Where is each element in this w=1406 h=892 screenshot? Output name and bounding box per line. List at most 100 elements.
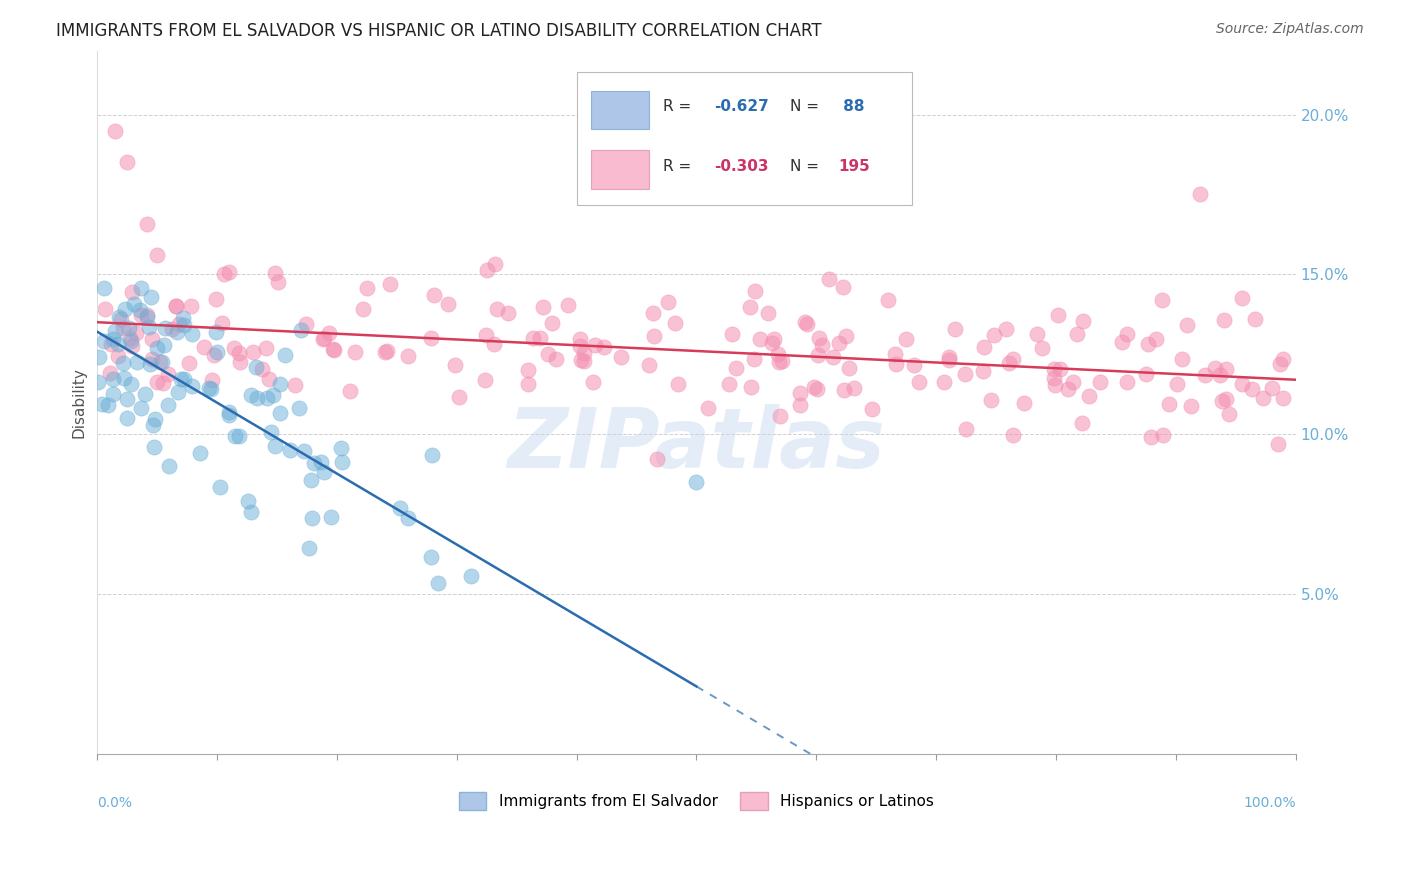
Point [766, 347, 789, 361]
Text: R =: R = [662, 159, 696, 174]
Point [1261, 381, 1284, 395]
Point [200, 382, 222, 396]
Point [484, 256, 506, 270]
Point [953, 367, 976, 381]
Point [198, 381, 221, 395]
Point [1218, 407, 1240, 421]
Point [474, 373, 496, 387]
Point [104, 123, 127, 137]
Point [224, 341, 246, 355]
Point [218, 405, 240, 419]
Point [796, 317, 818, 331]
Point [101, 387, 124, 401]
Point [229, 354, 252, 368]
Point [443, 358, 465, 372]
Point [1057, 382, 1080, 396]
Point [568, 332, 591, 346]
Point [121, 285, 143, 300]
Point [1188, 187, 1211, 202]
Point [135, 217, 157, 231]
Point [610, 351, 633, 365]
Point [205, 325, 228, 339]
Point [90, 397, 112, 411]
Point [1025, 327, 1047, 342]
Point [1213, 313, 1236, 327]
Point [718, 377, 741, 392]
Point [1031, 341, 1053, 355]
Point [138, 320, 160, 334]
Point [122, 297, 145, 311]
Point [803, 380, 825, 394]
Point [1267, 436, 1289, 450]
Point [139, 357, 162, 371]
Point [484, 337, 506, 351]
Point [541, 316, 564, 330]
Point [107, 337, 129, 351]
FancyBboxPatch shape [576, 71, 912, 205]
Point [135, 310, 157, 325]
Point [267, 275, 290, 289]
Point [218, 409, 240, 423]
Point [173, 372, 195, 386]
Point [1211, 394, 1233, 409]
Point [1062, 375, 1084, 389]
Point [1268, 357, 1291, 371]
Point [284, 378, 307, 392]
Point [645, 452, 668, 467]
Point [955, 422, 977, 436]
Point [143, 412, 166, 426]
Point [155, 321, 177, 335]
Point [118, 321, 141, 335]
Point [269, 405, 291, 419]
Point [1194, 368, 1216, 383]
Point [638, 359, 661, 373]
Point [330, 441, 353, 455]
Text: -0.627: -0.627 [714, 99, 769, 114]
Point [141, 332, 163, 346]
Point [811, 338, 834, 352]
Point [166, 384, 188, 399]
Point [302, 456, 325, 470]
Point [260, 425, 283, 439]
Point [292, 443, 315, 458]
Point [533, 300, 555, 314]
Point [794, 315, 817, 329]
Point [724, 361, 747, 376]
Point [352, 301, 374, 316]
Point [242, 344, 264, 359]
Point [934, 376, 956, 390]
Point [1240, 382, 1263, 396]
Point [228, 429, 250, 443]
Point [486, 301, 509, 316]
Text: -0.303: -0.303 [714, 159, 769, 174]
Point [396, 511, 419, 525]
Point [762, 332, 785, 346]
Text: 88: 88 [838, 99, 865, 114]
Point [150, 354, 173, 368]
Point [257, 372, 280, 386]
Point [323, 343, 346, 358]
Point [758, 306, 780, 320]
Point [807, 348, 830, 362]
Point [1047, 308, 1070, 322]
Point [104, 324, 127, 338]
Point [299, 473, 322, 487]
Point [295, 318, 318, 332]
Point [375, 344, 398, 359]
Point [201, 373, 224, 387]
Text: ZIPatlas: ZIPatlas [508, 404, 886, 484]
Point [529, 331, 551, 345]
Point [1088, 375, 1111, 389]
Point [838, 360, 860, 375]
Point [572, 354, 595, 368]
Point [312, 465, 335, 479]
Point [93, 281, 115, 295]
Point [821, 350, 844, 364]
Point [740, 380, 762, 394]
Point [301, 510, 323, 524]
Point [111, 356, 134, 370]
Point [643, 329, 665, 343]
Point [496, 306, 519, 320]
Point [156, 367, 179, 381]
Point [842, 381, 865, 395]
